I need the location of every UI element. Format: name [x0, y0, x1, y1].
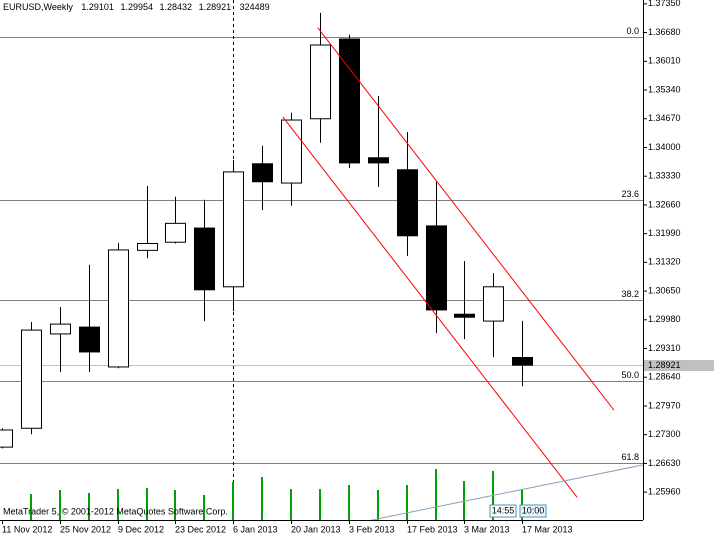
y-tick-label: 1.27970	[648, 400, 681, 410]
candle-body	[79, 326, 100, 353]
y-tick-label: 1.31320	[648, 257, 681, 267]
volume-bar	[319, 489, 321, 520]
candle-body	[397, 169, 418, 237]
copyright: MetaTrader 5, © 2001-2012 MetaQuotes Sof…	[3, 506, 228, 516]
y-tick-label: 1.37350	[648, 0, 681, 8]
trend-line	[282, 116, 578, 498]
y-tick-label: 1.30650	[648, 285, 681, 295]
candle-body	[310, 44, 331, 120]
volume-bar	[88, 492, 90, 520]
last-volume: 324489	[240, 2, 270, 12]
volume-bar	[174, 490, 176, 520]
volume-bar	[261, 477, 263, 520]
plot-area: 0.0 23.6 38.2 50.0 61.8	[0, 0, 643, 520]
volume-bar	[146, 488, 148, 520]
fib-level-label: 0.0	[626, 26, 639, 36]
y-tick-label: 1.32660	[648, 199, 681, 209]
symbol: EURUSD,Weekly	[3, 2, 73, 12]
y-tick-label: 1.34670	[648, 113, 681, 123]
y-tick-label: 1.35340	[648, 84, 681, 94]
price-label: 1.28921	[648, 360, 681, 370]
candle-body	[281, 119, 302, 184]
y-tick-label: 1.36680	[648, 27, 681, 37]
x-tick-label: 25 Nov 2012	[60, 524, 111, 534]
y-tick-label: 1.33330	[648, 171, 681, 181]
y-tick-label: 1.36010	[648, 56, 681, 66]
candle-body	[50, 323, 71, 335]
fib-level-label: 61.8	[621, 452, 639, 462]
fib-level-label: 23.6	[621, 189, 639, 199]
candle-body	[165, 222, 186, 243]
time-box	[519, 504, 547, 518]
candle-body	[0, 429, 13, 448]
y-tick-label: 1.29980	[648, 314, 681, 324]
candle-body	[194, 227, 215, 291]
price-label-box	[644, 360, 714, 371]
candle-body	[483, 286, 504, 322]
x-tick-label: 3 Feb 2013	[349, 524, 395, 534]
volume-bar	[232, 481, 234, 520]
volume-bar	[59, 490, 61, 520]
candle-body	[426, 225, 447, 311]
volume-bar	[203, 494, 205, 520]
volume-bar	[348, 485, 350, 520]
candle-body	[108, 249, 129, 368]
time-box	[489, 504, 517, 518]
axes: 1.37350 1.36680 1.36010 1.35340 1.34670 1.340…	[2, 0, 714, 534]
y-tick-label: 1.27300	[648, 429, 681, 439]
y-tick-label: 1.29310	[648, 343, 681, 353]
x-tick-label: 9 Dec 2012	[118, 524, 164, 534]
time-box-label: 14:55	[492, 505, 515, 515]
x-tick-label: 3 Mar 2013	[464, 524, 510, 534]
candle-body	[21, 329, 42, 429]
fib-level-label: 50.0	[621, 370, 639, 380]
y-tick-label: 1.31990	[648, 228, 681, 238]
volume-bar	[377, 490, 379, 520]
last-low: 1.28432	[160, 2, 193, 12]
candle-body	[512, 356, 533, 366]
candle-body	[137, 242, 158, 251]
trend-line	[317, 27, 615, 411]
x-tick-label: 6 Jan 2013	[233, 524, 278, 534]
volume-bar	[117, 489, 119, 520]
volume-bar	[290, 489, 292, 520]
fib-level-label: 38.2	[621, 289, 639, 299]
y-tick-label: 1.25960	[648, 487, 681, 497]
candle-body	[339, 38, 360, 164]
x-tick-label: 11 Nov 2012	[2, 524, 52, 534]
candle-body	[454, 313, 475, 318]
last-open: 1.29101	[81, 2, 114, 12]
x-tick-label: 17 Mar 2013	[522, 524, 573, 534]
volume-bar	[30, 494, 32, 520]
volume-bar	[463, 481, 465, 520]
chart-header: EURUSD,Weekly 1.29101 1.29954 1.28432 1.…	[3, 2, 270, 12]
y-tick-label: 1.26630	[648, 458, 681, 468]
x-tick-label: 17 Feb 2013	[407, 524, 458, 534]
candle-body	[223, 171, 244, 288]
volume-bar	[435, 469, 437, 520]
last-high: 1.29954	[120, 2, 153, 12]
candle-body	[368, 157, 389, 164]
y-tick-label: 1.34000	[648, 142, 681, 152]
volume-bar	[406, 485, 408, 520]
x-tick-label: 20 Jan 2013	[291, 524, 341, 534]
trend-line	[369, 464, 643, 520]
time-box-label: 10:00	[522, 505, 545, 515]
last-close: 1.28921	[199, 2, 232, 12]
candle-body	[252, 163, 273, 183]
x-tick-label: 23 Dec 2012	[175, 524, 226, 534]
y-tick-label: 1.28640	[648, 372, 681, 382]
